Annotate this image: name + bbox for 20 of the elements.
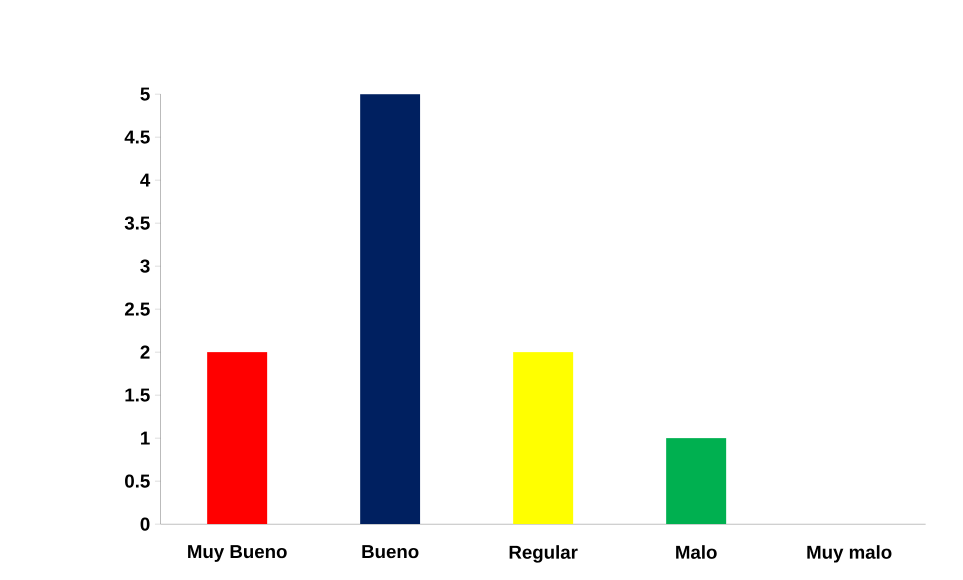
y-tick-label: 0.5 — [125, 474, 150, 488]
y-tick-label: 5 — [140, 88, 150, 101]
x-tick-label: Malo — [676, 545, 717, 559]
y-tick-label: 0 — [140, 517, 150, 531]
y-tick-label: 3.5 — [124, 216, 150, 230]
bar — [207, 352, 268, 524]
x-tick-label: Muy malo — [807, 545, 892, 563]
bar — [513, 352, 574, 524]
bar — [666, 438, 726, 524]
x-tick-label: Regular — [510, 545, 578, 563]
x-tick-label: Bueno — [362, 545, 418, 558]
y-tick-label: 4.5 — [124, 130, 150, 144]
x-tick-label: Muy Bueno — [188, 545, 287, 562]
bar — [360, 94, 420, 524]
y-tick-label: 3 — [140, 259, 150, 273]
y-tick-label: 1 — [141, 432, 150, 445]
y-tick-label: 4 — [140, 174, 150, 187]
y-tick-label: 2 — [140, 346, 150, 359]
y-tick-label: 2.5 — [124, 302, 150, 316]
y-tick-label: 1.5 — [125, 388, 150, 402]
